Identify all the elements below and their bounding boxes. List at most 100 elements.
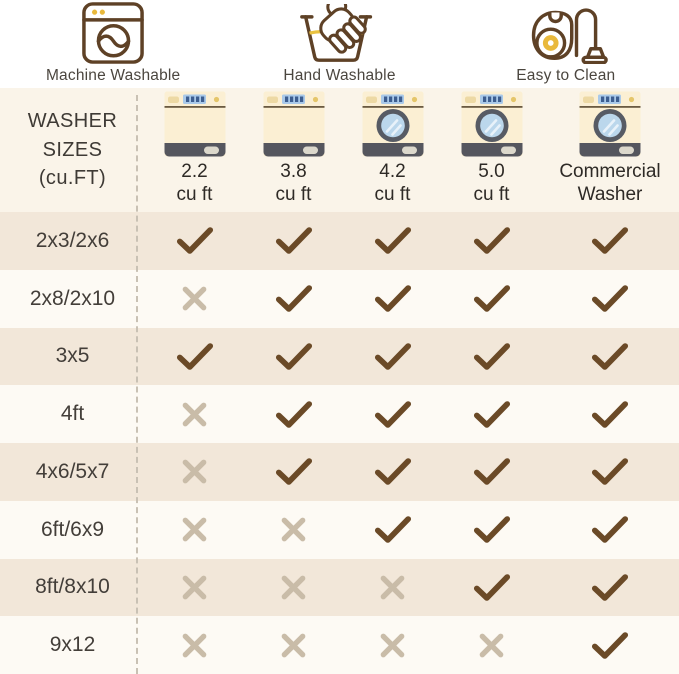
check-icon [591, 285, 629, 312]
cell-check [541, 342, 679, 371]
row-label: 3x5 [55, 344, 90, 368]
table-row: 9x12 [0, 616, 679, 674]
cell-check [442, 226, 541, 255]
row-label: 2x8/2x10 [29, 286, 116, 310]
cell-check [244, 400, 343, 429]
washer-icon-top-load [263, 91, 324, 157]
check-icon [176, 227, 213, 255]
washer-icon-front-load [461, 91, 522, 157]
cell-check [343, 457, 442, 486]
cross-icon [281, 575, 306, 600]
check-icon [591, 631, 629, 659]
row-label: 9x12 [49, 633, 96, 657]
table-row: 4x6/5x7 [0, 443, 679, 501]
check-icon [473, 458, 510, 486]
check-icon [374, 516, 411, 543]
check-icon [275, 343, 312, 370]
feature-strip: Machine Washable [0, 0, 679, 88]
check-icon [473, 343, 510, 370]
feature-label: Easy to Clean [516, 67, 616, 84]
cross-icon [182, 402, 207, 426]
row-label: 4x6/5x7 [35, 459, 110, 483]
cross-icon [182, 517, 207, 542]
washer-icon-top-load [164, 91, 225, 157]
row-label: 6ft/6x9 [40, 517, 105, 541]
cell-check [541, 400, 679, 429]
table-row: 2x3/2x6 [0, 212, 679, 270]
column-size-label: Commercial Washer [559, 161, 661, 206]
cell-check [343, 342, 442, 371]
cell-check [442, 400, 541, 429]
cell-cross [442, 631, 541, 660]
table-row: 2x8/2x10 [0, 269, 679, 328]
cell-cross [244, 631, 343, 660]
cell-cross [145, 573, 244, 602]
check-icon [374, 458, 411, 486]
column-header-commercial: Commercial Washer [541, 88, 679, 212]
check-icon [591, 400, 629, 428]
feature-label: Hand Washable [283, 67, 396, 84]
cell-cross [145, 457, 244, 486]
washer-icon-front-load [579, 91, 641, 157]
cross-icon [182, 286, 207, 311]
column-size-label: 5.0 cu ft [473, 161, 510, 206]
cell-check [343, 400, 442, 429]
cross-icon [182, 460, 207, 484]
feature-label: Machine Washable [45, 67, 181, 84]
check-icon [374, 400, 411, 428]
cell-check [541, 226, 679, 255]
cell-cross [343, 573, 442, 602]
cell-check [541, 284, 679, 313]
cell-cross [145, 515, 244, 544]
cell-check [145, 226, 244, 255]
cell-check [244, 226, 343, 255]
feature-icon-box [299, 0, 379, 64]
cell-check [244, 457, 343, 486]
cross-icon [380, 575, 405, 600]
cell-cross [244, 515, 343, 544]
feature-hand-washable: Hand Washable [226, 0, 452, 85]
cell-check [541, 457, 679, 486]
corner-line-2: SIZES [42, 138, 103, 161]
check-icon [473, 516, 510, 543]
washing-machine-icon [82, 2, 144, 64]
cross-icon [281, 517, 306, 542]
cross-icon [380, 633, 405, 657]
check-icon [591, 574, 629, 601]
cell-check [343, 284, 442, 313]
column-size-label: 2.2 cu ft [176, 161, 213, 206]
column-header-4-2: 4.2 cu ft [343, 88, 442, 212]
cell-cross [145, 631, 244, 660]
check-icon [591, 516, 629, 543]
corner-line-3: (cu.FT) [38, 167, 107, 190]
cell-check [541, 515, 679, 544]
row-label: 4ft [60, 402, 85, 426]
check-icon [374, 343, 411, 370]
cell-check [244, 284, 343, 313]
check-icon [374, 227, 411, 255]
table-row: 8ft/8x10 [0, 558, 679, 617]
check-icon [473, 227, 510, 255]
column-header-2-2: 2.2 cu ft [145, 88, 244, 212]
compatibility-table: WASHER SIZES (cu.FT) 2.2 cu ft 3.8 cu ft [0, 88, 679, 674]
cell-check [442, 342, 541, 371]
check-icon [275, 227, 312, 255]
feature-icon-box [81, 0, 145, 64]
cell-check [343, 226, 442, 255]
cell-check [541, 631, 679, 660]
check-icon [591, 343, 629, 370]
cell-check [442, 573, 541, 602]
cell-check [343, 515, 442, 544]
check-icon [275, 400, 312, 428]
row-label: 2x3/2x6 [35, 228, 110, 252]
cross-icon [182, 575, 207, 600]
feature-icon-box [524, 0, 608, 64]
cell-check [442, 515, 541, 544]
washer-icon-front-load [362, 91, 423, 157]
cell-cross [145, 400, 244, 429]
cross-icon [479, 633, 504, 657]
table-row: 3x5 [0, 327, 679, 386]
check-icon [275, 285, 312, 312]
column-size-label: 4.2 cu ft [374, 161, 411, 206]
